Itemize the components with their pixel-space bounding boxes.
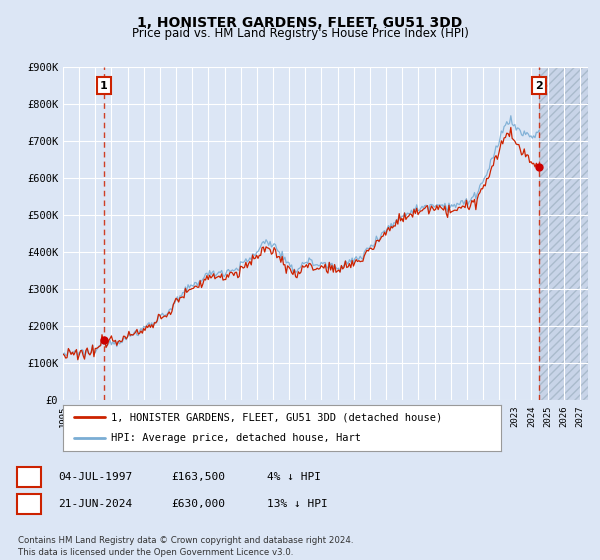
Text: 1: 1 [100, 81, 108, 91]
Text: 04-JUL-1997: 04-JUL-1997 [58, 472, 133, 482]
Text: 2: 2 [26, 499, 33, 509]
Text: 2: 2 [535, 81, 543, 91]
Text: 1: 1 [26, 472, 33, 482]
Text: £163,500: £163,500 [171, 472, 225, 482]
Text: 4% ↓ HPI: 4% ↓ HPI [267, 472, 321, 482]
Text: Contains HM Land Registry data © Crown copyright and database right 2024.
This d: Contains HM Land Registry data © Crown c… [18, 536, 353, 557]
Text: Price paid vs. HM Land Registry's House Price Index (HPI): Price paid vs. HM Land Registry's House … [131, 27, 469, 40]
Text: 13% ↓ HPI: 13% ↓ HPI [267, 499, 328, 509]
Text: 21-JUN-2024: 21-JUN-2024 [58, 499, 133, 509]
Bar [539, 67, 588, 400]
Text: £630,000: £630,000 [171, 499, 225, 509]
Text: 1, HONISTER GARDENS, FLEET, GU51 3DD: 1, HONISTER GARDENS, FLEET, GU51 3DD [137, 16, 463, 30]
Text: 1, HONISTER GARDENS, FLEET, GU51 3DD (detached house): 1, HONISTER GARDENS, FLEET, GU51 3DD (de… [111, 412, 442, 422]
Bar [539, 67, 588, 400]
Text: HPI: Average price, detached house, Hart: HPI: Average price, detached house, Hart [111, 433, 361, 444]
